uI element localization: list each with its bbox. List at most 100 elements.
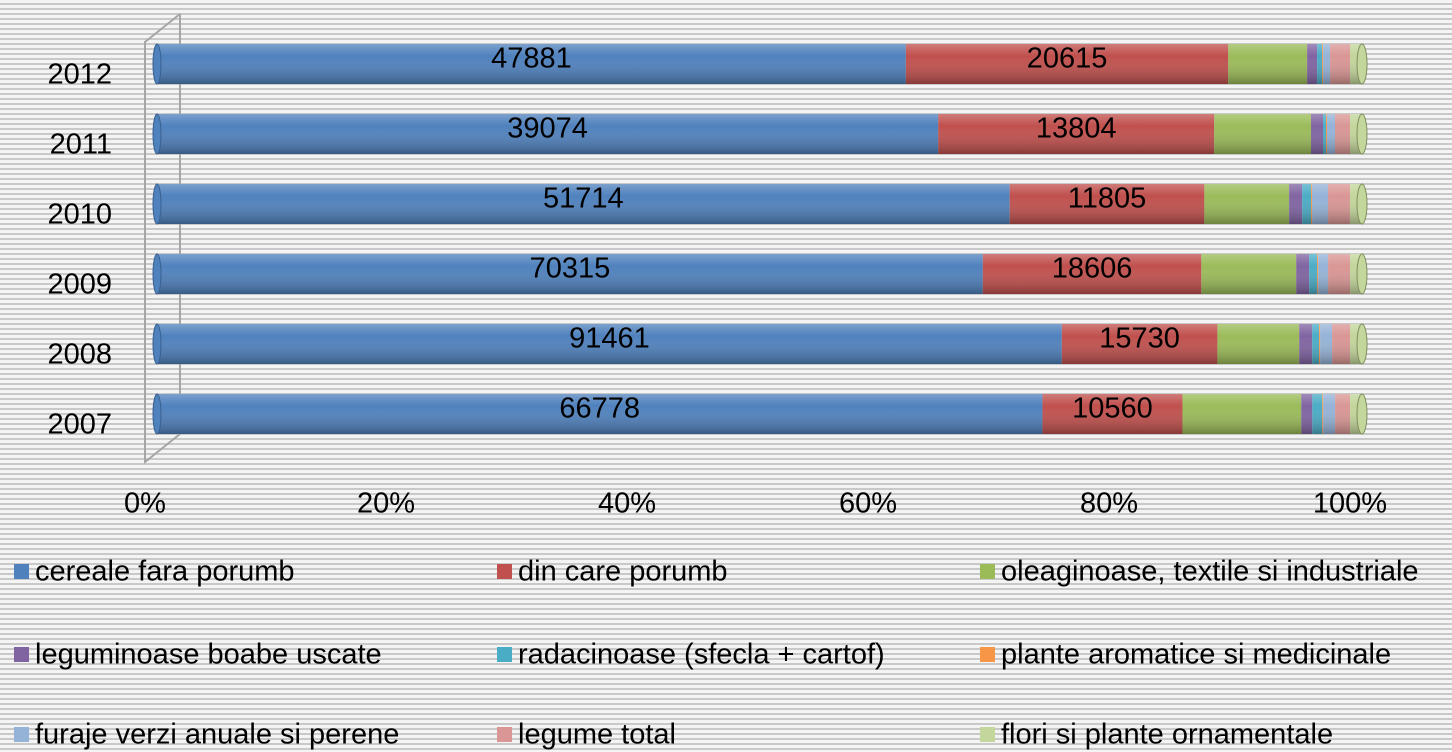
bar-shade <box>1350 394 1362 434</box>
bar-shade <box>1009 184 1205 224</box>
bar-shade <box>1317 44 1323 84</box>
bar-shade <box>1335 114 1351 154</box>
bar-shade <box>157 394 1043 434</box>
data-label: 47881 <box>491 43 572 75</box>
y-tick-label: 2009 <box>47 269 112 301</box>
bar-shade <box>1312 184 1329 224</box>
bar-shade <box>1323 394 1336 434</box>
data-label: 20615 <box>1027 43 1108 75</box>
data-label: 13804 <box>1036 113 1117 145</box>
bar-cap <box>152 43 162 85</box>
bar-shade <box>1296 254 1310 294</box>
x-tick-label: 40% <box>598 488 656 520</box>
bar-cap <box>152 323 162 365</box>
bar-shade <box>1311 184 1313 224</box>
bar-shade <box>1350 254 1362 294</box>
legend-swatch <box>14 647 29 662</box>
data-label: 51714 <box>543 183 624 215</box>
legend-label: plante aromatice si medicinale <box>1001 639 1391 671</box>
legend-swatch <box>14 727 29 742</box>
bar-shade <box>1214 114 1312 154</box>
bar-shade <box>938 114 1215 154</box>
bar-shade <box>1328 254 1351 294</box>
legend-swatch <box>980 647 995 662</box>
y-tick-label: 2011 <box>50 129 112 161</box>
bar-shade <box>1302 184 1312 224</box>
x-tick-label: 100% <box>1313 488 1387 520</box>
bar-shade <box>1327 114 1336 154</box>
bar-shade <box>1317 254 1319 294</box>
data-label: 15730 <box>1099 323 1180 355</box>
bar-shade <box>1312 394 1323 434</box>
bar-shade <box>1042 394 1183 434</box>
wall-frame <box>144 13 181 465</box>
legend-label: furaje verzi anuale si perene <box>35 719 399 751</box>
data-label: 11805 <box>1068 183 1147 215</box>
bar-shade <box>1350 44 1362 84</box>
bar-shade <box>1061 324 1218 364</box>
bar-end <box>1356 113 1368 155</box>
bar-shade <box>1217 324 1300 364</box>
data-label: 66778 <box>559 393 640 425</box>
bar-shade <box>157 184 1010 224</box>
data-label: 91461 <box>569 323 650 355</box>
bar-shade <box>1330 44 1351 84</box>
x-tick-label: 20% <box>357 488 415 520</box>
data-label: 10560 <box>1072 393 1153 425</box>
x-tick-label: 0% <box>124 488 166 520</box>
bar-shade <box>1322 394 1324 434</box>
bar-shade <box>1322 44 1324 84</box>
y-tick-label: 2008 <box>47 339 112 371</box>
bar-shade <box>905 44 1229 84</box>
data-label: 18606 <box>1052 253 1133 285</box>
y-tick-label: 2012 <box>47 59 112 91</box>
data-label: 39074 <box>507 113 588 145</box>
legend-label: legume total <box>518 719 676 751</box>
bar-shade <box>1201 254 1297 294</box>
bar-shade <box>1301 394 1313 434</box>
legend-swatch <box>497 564 512 579</box>
bar-shade <box>1312 324 1320 364</box>
bar-shade <box>1319 324 1321 364</box>
bar-shade <box>157 114 939 154</box>
bar-shade <box>1350 324 1362 364</box>
legend-label: oleaginoase, textile si industriale <box>1001 556 1419 588</box>
x-tick-label: 60% <box>839 488 897 520</box>
bar-shade <box>1326 114 1328 154</box>
x-tick-label: 80% <box>1080 488 1138 520</box>
bar-shade <box>1289 184 1303 224</box>
bar-shade <box>1318 254 1329 294</box>
y-tick-label: 2010 <box>47 199 112 231</box>
bar-cap <box>152 253 162 295</box>
bar-shade <box>1228 44 1308 84</box>
bar-cap <box>152 183 162 225</box>
legend-label: leguminoase boabe uscate <box>35 639 382 671</box>
bar-end <box>1356 253 1368 295</box>
legend-swatch <box>497 647 512 662</box>
bar-shade <box>1320 324 1333 364</box>
bar-shade <box>1328 184 1350 224</box>
bar-end <box>1356 323 1368 365</box>
bar-end <box>1356 183 1368 225</box>
bar-cap <box>152 393 162 435</box>
data-label: 70315 <box>530 253 611 285</box>
bar-shade <box>1204 184 1290 224</box>
bar-shade <box>157 44 906 84</box>
bar-shade <box>157 254 983 294</box>
legend-label: din care porumb <box>518 556 728 588</box>
legend-label: flori si plante ornamentale <box>1001 719 1333 751</box>
bar-shade <box>157 324 1062 364</box>
bar-shade <box>982 254 1202 294</box>
bar-shade <box>1299 324 1313 364</box>
bar-shade <box>1309 254 1318 294</box>
legend-swatch <box>14 564 29 579</box>
legend-swatch <box>497 727 512 742</box>
legend-swatch <box>980 727 995 742</box>
legend-swatch <box>980 564 995 579</box>
bar-shade <box>1182 394 1302 434</box>
bar-shade <box>1335 394 1351 434</box>
legend-label: radacinoase (sfecla + cartof) <box>518 639 885 671</box>
bar-end <box>1356 43 1368 85</box>
bar-shade <box>1332 324 1351 364</box>
